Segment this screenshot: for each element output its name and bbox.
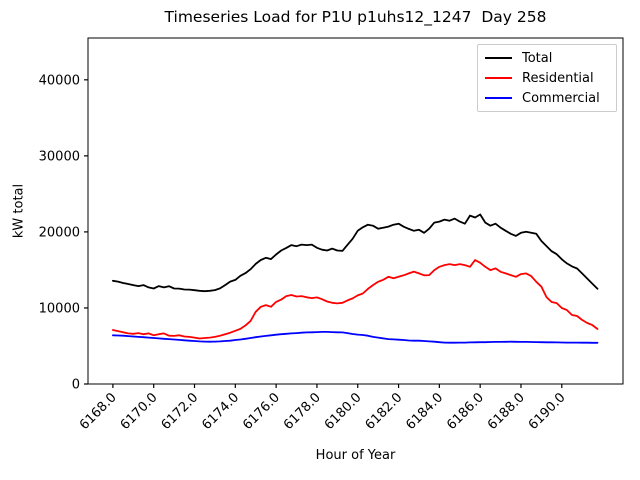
x-tick-label: 6176.0: [240, 390, 283, 433]
legend: Total Residential Commercial: [477, 44, 617, 112]
commercial-line-swatch: [485, 97, 512, 99]
y-axis-label: kW total: [11, 183, 27, 239]
line-residential: [112, 259, 599, 340]
y-tick-label: 0: [72, 378, 80, 393]
legend-entry-total: Total: [485, 52, 609, 65]
legend-label: Residential: [522, 70, 594, 86]
x-tick-label: 6168.0: [77, 390, 120, 433]
x-axis-label: Hour of Year: [315, 448, 396, 463]
chart-title: Timeseries Load for P1U p1uhs12_1247 Day…: [164, 8, 547, 26]
x-tick-label: 6182.0: [363, 390, 406, 433]
axes-border: [87, 37, 624, 385]
total-line-swatch: [485, 57, 512, 59]
legend-entry-commercial: Commercial: [485, 92, 609, 105]
y-tick-label: 20000: [39, 225, 80, 240]
y-tick-label: 10000: [39, 301, 80, 316]
x-tick-label: 6170.0: [118, 390, 161, 433]
line-commercial: [112, 330, 599, 344]
x-tick-label: 6188.0: [485, 390, 528, 433]
residential-line-swatch: [485, 77, 512, 79]
x-tick-label: 6184.0: [403, 390, 446, 433]
x-tick-label: 6178.0: [281, 390, 324, 433]
legend-entry-residential: Residential: [485, 72, 609, 85]
x-tick-label: 6190.0: [526, 390, 569, 433]
x-tick-label: 6180.0: [322, 390, 365, 433]
x-tick-label: 6174.0: [199, 390, 242, 433]
line-total: [112, 213, 599, 293]
legend-label: Total: [522, 50, 553, 66]
x-tick-label: 6186.0: [444, 390, 487, 433]
legend-label: Commercial: [522, 90, 600, 106]
y-tick-label: 30000: [39, 149, 80, 164]
x-tick-label: 6172.0: [159, 390, 202, 433]
y-tick-label: 40000: [39, 73, 80, 88]
